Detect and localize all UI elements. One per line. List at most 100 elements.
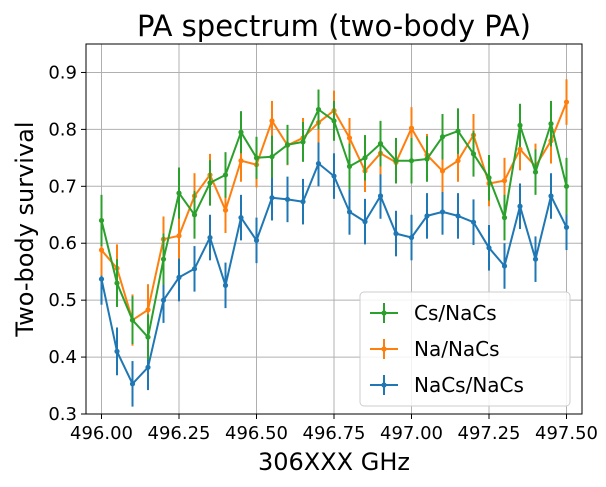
- data-point: [145, 307, 151, 313]
- legend-box: [359, 291, 571, 407]
- data-point: [253, 155, 260, 161]
- x-tick-label: 497.25: [458, 423, 521, 444]
- data-point: [284, 142, 291, 148]
- data-point: [238, 215, 244, 221]
- data-point: [269, 195, 275, 201]
- data-point: [408, 158, 415, 164]
- x-tick-label: 496.75: [303, 423, 366, 444]
- data-point: [424, 213, 430, 219]
- data-point: [439, 168, 446, 174]
- x-tick-label: 497.00: [380, 423, 443, 444]
- x-tick-label: 497.50: [535, 423, 598, 444]
- data-point: [176, 190, 182, 196]
- y-axis-label: Two-body survival: [11, 121, 39, 337]
- data-point: [439, 209, 446, 215]
- data-point: [501, 263, 508, 269]
- data-point: [222, 207, 229, 213]
- data-point: [424, 156, 430, 162]
- legend-label: Cs/NaCs: [414, 301, 497, 325]
- data-point: [377, 193, 384, 199]
- data-point: [331, 118, 337, 124]
- data-point: [455, 128, 461, 134]
- data-point: [346, 135, 353, 141]
- data-point: [393, 158, 399, 164]
- data-point: [470, 151, 477, 157]
- y-tick-label: 0.4: [48, 347, 77, 368]
- data-point: [145, 334, 151, 340]
- data-point: [408, 125, 415, 131]
- data-point: [145, 364, 151, 370]
- data-point: [501, 215, 508, 221]
- data-point: [548, 193, 554, 199]
- data-point: [269, 118, 275, 124]
- series-0: [98, 89, 570, 360]
- data-point: [269, 154, 275, 160]
- data-point: [501, 178, 508, 184]
- data-point: [346, 209, 353, 215]
- x-tick-label: 496.25: [148, 423, 211, 444]
- data-point: [470, 219, 477, 225]
- data-point: [300, 139, 306, 145]
- data-point: [191, 212, 198, 218]
- x-tick-label: 496.50: [225, 423, 288, 444]
- data-point: [315, 160, 322, 167]
- data-point: [517, 122, 523, 128]
- data-point: [393, 230, 399, 237]
- series-2: [98, 140, 570, 407]
- data-point: [548, 121, 554, 127]
- data-point: [346, 163, 353, 169]
- data-point: [517, 146, 523, 152]
- data-point: [98, 217, 105, 224]
- data-point: [532, 169, 539, 175]
- data-point: [98, 247, 105, 253]
- legend: Cs/NaCs Na/NaCs NaCs/NaCs: [359, 291, 571, 407]
- data-point: [300, 199, 306, 205]
- plot-area: [98, 79, 570, 407]
- data-point: [532, 256, 539, 262]
- data-point: [408, 234, 415, 241]
- data-point: [129, 317, 136, 323]
- data-point: [517, 203, 523, 209]
- data-point: [160, 256, 167, 262]
- data-point: [114, 348, 120, 354]
- legend-handle-marker: [381, 346, 387, 352]
- data-point: [455, 213, 461, 219]
- legend-handle-marker: [381, 382, 387, 388]
- data-point: [253, 237, 260, 243]
- data-point: [455, 158, 461, 164]
- data-point: [486, 175, 492, 181]
- data-point: [284, 196, 291, 202]
- data-point: [176, 233, 182, 239]
- legend-handle-marker: [381, 310, 387, 316]
- data-point: [439, 134, 446, 140]
- axes-ticks: 496.00 496.25 496.50 496.75 497.00 497.25 497.…: [48, 62, 598, 444]
- data-point: [207, 234, 213, 241]
- data-point: [362, 219, 368, 225]
- chart-title: PA spectrum (two-body PA): [137, 9, 531, 43]
- data-point: [191, 266, 198, 272]
- x-tick-label: 496.00: [70, 423, 133, 444]
- data-point: [563, 183, 570, 189]
- data-point: [563, 99, 570, 105]
- data-point: [114, 280, 120, 286]
- data-point: [238, 129, 244, 135]
- data-point: [362, 155, 368, 161]
- data-point: [129, 381, 136, 387]
- data-point: [222, 172, 229, 178]
- data-point: [98, 276, 105, 282]
- y-tick-label: 0.7: [48, 176, 77, 197]
- y-tick-label: 0.8: [48, 119, 77, 140]
- data-point: [160, 297, 167, 303]
- data-point: [331, 173, 337, 179]
- x-axis-label: 306XXX GHz: [258, 448, 410, 476]
- data-point: [238, 158, 244, 164]
- y-tick-label: 0.3: [48, 404, 77, 425]
- data-point: [222, 282, 229, 288]
- y-tick-label: 0.9: [48, 62, 77, 83]
- legend-label: Na/NaCs: [414, 337, 500, 361]
- data-point: [207, 180, 213, 186]
- y-tick-label: 0.5: [48, 290, 77, 311]
- data-point: [176, 274, 182, 280]
- data-point: [315, 106, 322, 113]
